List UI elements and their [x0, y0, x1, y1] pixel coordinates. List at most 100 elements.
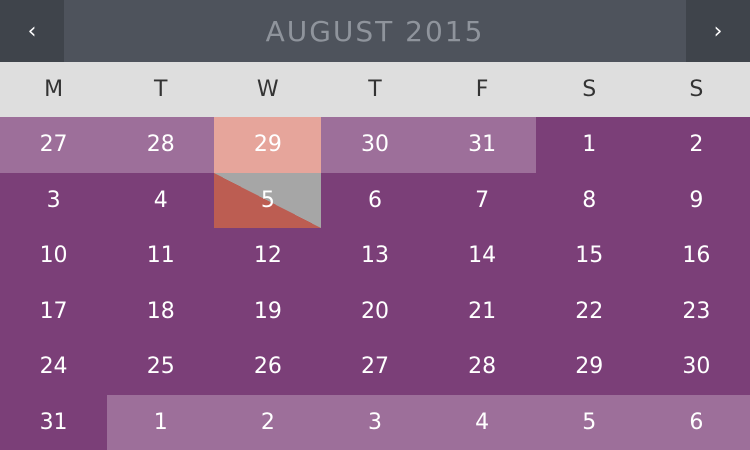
- day-label: 23: [682, 298, 711, 324]
- day-cell[interactable]: 17: [0, 283, 108, 339]
- day-cell[interactable]: 29: [535, 339, 643, 395]
- day-cell[interactable]: 23: [642, 283, 750, 339]
- day-cell[interactable]: 9: [642, 172, 750, 228]
- day-cell[interactable]: 3: [0, 172, 108, 228]
- day-cell[interactable]: 30: [321, 117, 429, 173]
- day-label: 15: [575, 243, 604, 269]
- day-label: 29: [253, 132, 282, 158]
- day-cell[interactable]: 13: [321, 228, 429, 284]
- day-cell[interactable]: 6: [642, 394, 750, 450]
- day-label: 24: [39, 354, 68, 380]
- day-label: 16: [682, 243, 711, 269]
- day-label: 28: [146, 132, 175, 158]
- day-cell[interactable]: 21: [428, 283, 536, 339]
- day-label: 8: [582, 187, 597, 213]
- day-cell[interactable]: 19: [214, 283, 322, 339]
- day-label: 14: [468, 243, 497, 269]
- day-label: 18: [146, 298, 175, 324]
- day-cell[interactable]: 2: [642, 117, 750, 173]
- weekday-sat: S: [582, 77, 597, 102]
- day-cell[interactable]: 8: [535, 172, 643, 228]
- weekday-fri: F: [475, 77, 489, 102]
- day-label: 4: [153, 187, 168, 213]
- day-cell[interactable]: 1: [107, 394, 215, 450]
- day-cell[interactable]: 11: [107, 228, 215, 284]
- day-label: 2: [260, 409, 275, 435]
- day-label: 13: [360, 243, 389, 269]
- day-label: 7: [475, 187, 490, 213]
- day-label: 27: [360, 354, 389, 380]
- day-label: 3: [46, 187, 61, 213]
- chevron-right-icon: ›: [713, 18, 723, 44]
- day-cell[interactable]: 28: [107, 117, 215, 173]
- day-label: 11: [146, 243, 175, 269]
- day-cell[interactable]: 10: [0, 228, 108, 284]
- day-label: 30: [682, 354, 711, 380]
- day-label: 4: [475, 409, 490, 435]
- day-grid: 27 28 29 30 31 1 2 3 4 5 6 7 8 9 10 11 12 13 14 15 16 17 18 19 2…: [0, 117, 750, 450]
- day-cell[interactable]: 3: [321, 394, 429, 450]
- day-label: 21: [468, 298, 497, 324]
- day-label: 30: [360, 132, 389, 158]
- day-label: 2: [689, 132, 704, 158]
- day-cell[interactable]: 24: [0, 339, 108, 395]
- day-cell[interactable]: 4: [428, 394, 536, 450]
- day-cell[interactable]: 15: [535, 228, 643, 284]
- weekday-wed: W: [256, 77, 279, 102]
- day-cell[interactable]: 20: [321, 283, 429, 339]
- day-cell[interactable]: 7: [428, 172, 536, 228]
- day-label: 1: [582, 132, 597, 158]
- day-cell[interactable]: 5: [535, 394, 643, 450]
- day-label: 27: [39, 132, 68, 158]
- weekday-tue: T: [153, 77, 168, 102]
- next-month-button[interactable]: ›: [686, 0, 750, 62]
- day-label: 17: [39, 298, 68, 324]
- day-label: 12: [253, 243, 282, 269]
- day-cell[interactable]: 1: [535, 117, 643, 173]
- day-label: 10: [39, 243, 68, 269]
- day-cell[interactable]: 4: [107, 172, 215, 228]
- day-label: 26: [253, 354, 282, 380]
- day-label: 5: [582, 409, 597, 435]
- chevron-left-icon: ‹: [27, 18, 37, 44]
- day-label: 31: [39, 409, 68, 435]
- day-cell[interactable]: 31: [0, 394, 108, 450]
- day-cell[interactable]: 2: [214, 394, 322, 450]
- day-cell[interactable]: 16: [642, 228, 750, 284]
- day-cell[interactable]: 27: [0, 117, 108, 173]
- weekday-row: M T W T F S S: [0, 62, 750, 117]
- day-label: 1: [153, 409, 168, 435]
- day-label: 31: [468, 132, 497, 158]
- weekday-mon: M: [44, 77, 64, 102]
- day-cell[interactable]: 25: [107, 339, 215, 395]
- day-label: 25: [146, 354, 175, 380]
- day-cell[interactable]: 27: [321, 339, 429, 395]
- day-label: 5: [260, 187, 275, 213]
- day-cell[interactable]: 18: [107, 283, 215, 339]
- day-label: 9: [689, 187, 704, 213]
- weekday-sun: S: [689, 77, 704, 102]
- day-cell[interactable]: 31: [428, 117, 536, 173]
- day-cell[interactable]: 14: [428, 228, 536, 284]
- day-label: 28: [468, 354, 497, 380]
- day-cell[interactable]: 28: [428, 339, 536, 395]
- month-title: AUGUST 2015: [265, 14, 485, 48]
- day-cell[interactable]: 22: [535, 283, 643, 339]
- day-cell[interactable]: 30: [642, 339, 750, 395]
- day-label: 6: [689, 409, 704, 435]
- day-label: 3: [367, 409, 382, 435]
- day-label: 20: [360, 298, 389, 324]
- calendar-header: ‹ AUGUST 2015 ›: [0, 0, 750, 62]
- day-cell[interactable]: 5: [214, 172, 322, 228]
- day-cell[interactable]: 29: [214, 117, 322, 173]
- day-cell[interactable]: 6: [321, 172, 429, 228]
- day-label: 22: [575, 298, 604, 324]
- day-label: 19: [253, 298, 282, 324]
- day-cell[interactable]: 26: [214, 339, 322, 395]
- weekday-thu: T: [368, 77, 382, 102]
- day-label: 6: [367, 187, 382, 213]
- prev-month-button[interactable]: ‹: [0, 0, 64, 62]
- day-label: 29: [575, 354, 604, 380]
- day-cell[interactable]: 12: [214, 228, 322, 284]
